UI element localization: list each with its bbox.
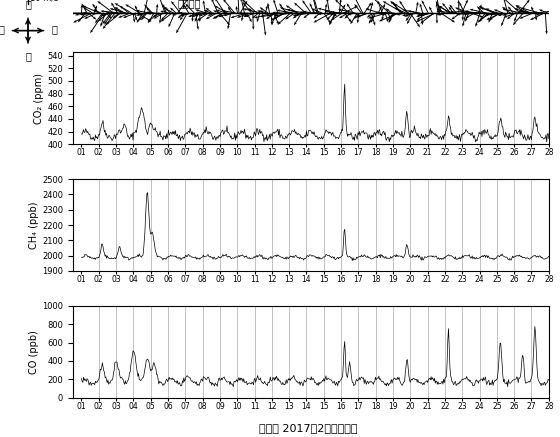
Text: 西: 西 (0, 24, 4, 34)
Text: 10 m/s: 10 m/s (30, 0, 58, 3)
Text: 南: 南 (25, 52, 31, 62)
Text: 風向風速: 風向風速 (178, 0, 201, 8)
Y-axis label: CO₂ (ppm): CO₂ (ppm) (34, 73, 44, 124)
Text: 北: 北 (25, 0, 31, 10)
Text: 日時（ 2017年2月の日付）: 日時（ 2017年2月の日付） (259, 423, 357, 433)
Y-axis label: CO (ppb): CO (ppb) (29, 330, 39, 374)
Text: 東: 東 (52, 24, 57, 34)
Y-axis label: CH₄ (ppb): CH₄ (ppb) (29, 201, 39, 249)
